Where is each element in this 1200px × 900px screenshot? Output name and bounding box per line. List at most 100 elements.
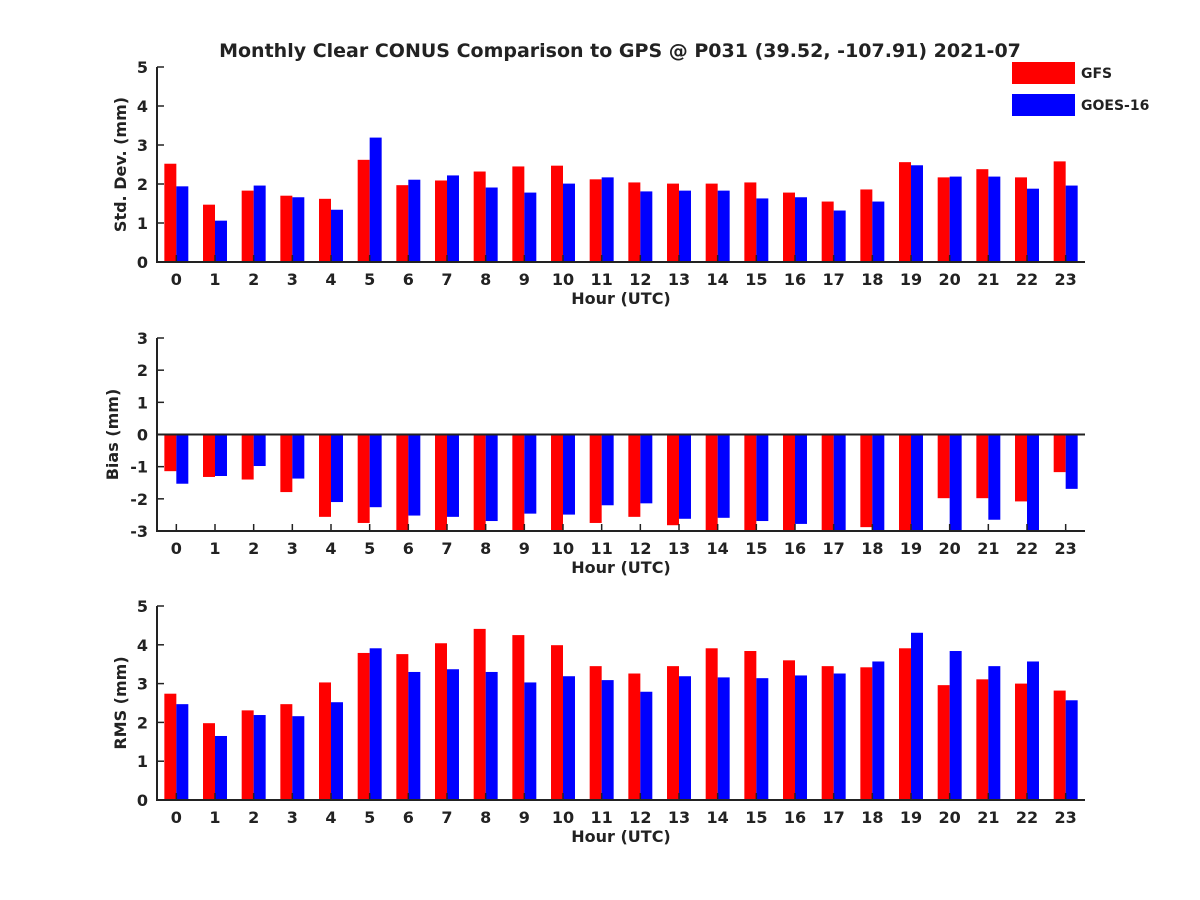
bar-gfs-hour-7 <box>435 434 447 531</box>
bar-goes-16-hour-15 <box>756 434 769 522</box>
bar-goes-16-hour-23 <box>1065 434 1078 489</box>
x-tick-label: 14 <box>707 270 729 289</box>
bar-goes-16-hour-14 <box>717 434 730 518</box>
y-tick-label: 4 <box>137 97 148 116</box>
x-tick-label: 22 <box>1016 539 1038 558</box>
y-tick-label: -1 <box>130 458 148 477</box>
bar-goes-16-hour-11 <box>601 177 614 262</box>
bar-gfs-hour-2 <box>241 190 254 262</box>
bar-gfs-hour-5 <box>357 652 370 800</box>
bar-gfs-hour-11 <box>589 434 602 523</box>
bar-gfs-hour-15 <box>744 651 757 800</box>
y-tick-label: 3 <box>137 136 148 155</box>
x-tick-label: 17 <box>823 270 845 289</box>
bar-gfs-hour-15 <box>744 434 757 531</box>
bar-gfs-hour-15 <box>744 182 757 262</box>
x-tick-label: 8 <box>480 808 491 827</box>
x-tick-label: 20 <box>939 270 961 289</box>
legend: GFS GOES-16 <box>1012 62 1149 116</box>
y-tick-label: 4 <box>137 636 148 655</box>
bar-goes-16-hour-14 <box>717 190 730 262</box>
bar-goes-16-hour-2 <box>253 715 266 800</box>
x-tick-label: 4 <box>325 539 336 558</box>
x-tick-label: 20 <box>939 808 961 827</box>
x-tick-label: 9 <box>519 270 530 289</box>
x-tick-label: 0 <box>171 270 182 289</box>
bar-gfs-hour-4 <box>319 434 331 517</box>
bar-goes-16-hour-9 <box>524 192 537 262</box>
bar-goes-16-hour-10 <box>563 183 575 262</box>
x-tick-label: 5 <box>364 539 375 558</box>
bar-goes-16-hour-1 <box>215 220 227 262</box>
y-axis-label: RMS (mm) <box>111 656 130 749</box>
x-tick-label: 15 <box>745 539 767 558</box>
y-tick-label: 5 <box>137 58 148 77</box>
x-tick-label: 17 <box>823 539 845 558</box>
bar-goes-16-hour-11 <box>601 680 614 800</box>
bar-goes-16-hour-5 <box>369 137 382 262</box>
x-tick-label: 4 <box>325 808 336 827</box>
bar-gfs-hour-17 <box>821 434 834 531</box>
bar-gfs-hour-3 <box>280 195 293 262</box>
x-tick-label: 11 <box>591 270 613 289</box>
bar-gfs-hour-11 <box>589 666 602 800</box>
bar-goes-16-hour-17 <box>833 673 846 800</box>
bar-goes-16-hour-5 <box>369 648 382 800</box>
x-tick-label: 9 <box>519 808 530 827</box>
bar-goes-16-hour-23 <box>1065 700 1078 800</box>
bar-gfs-hour-6 <box>396 654 409 800</box>
x-tick-label: 23 <box>1055 270 1077 289</box>
bar-gfs-hour-4 <box>319 198 331 262</box>
bar-gfs-hour-1 <box>203 204 215 262</box>
x-tick-label: 0 <box>171 539 182 558</box>
x-tick-label: 3 <box>287 270 298 289</box>
x-tick-label: 15 <box>745 270 767 289</box>
x-tick-label: 23 <box>1055 808 1077 827</box>
bar-gfs-hour-4 <box>319 682 331 800</box>
x-tick-label: 10 <box>552 270 574 289</box>
chart-title: Monthly Clear CONUS Comparison to GPS @ … <box>219 40 1021 62</box>
x-axis-label: Hour (UTC) <box>571 289 671 308</box>
bar-gfs-hour-21 <box>976 169 989 262</box>
bar-gfs-hour-8 <box>473 171 486 262</box>
x-tick-label: 11 <box>591 808 613 827</box>
x-tick-label: 19 <box>900 539 922 558</box>
x-tick-label: 14 <box>707 808 729 827</box>
x-tick-label: 6 <box>403 270 414 289</box>
bar-goes-16-hour-21 <box>988 666 1001 800</box>
bar-goes-16-hour-12 <box>640 434 653 504</box>
x-tick-label: 5 <box>364 808 375 827</box>
x-tick-label: 0 <box>171 808 182 827</box>
legend-swatch-goes-16 <box>1012 94 1075 116</box>
bar-goes-16-hour-12 <box>640 191 653 262</box>
bar-gfs-hour-19 <box>899 162 911 262</box>
bar-goes-16-hour-21 <box>988 176 1001 262</box>
bar-goes-16-hour-20 <box>949 176 962 262</box>
bar-goes-16-hour-4 <box>331 434 343 503</box>
bar-gfs-hour-21 <box>976 434 989 499</box>
bar-goes-16-hour-6 <box>408 179 421 262</box>
bar-goes-16-hour-6 <box>408 434 421 516</box>
x-tick-label: 12 <box>629 270 651 289</box>
bar-gfs-hour-1 <box>203 434 215 477</box>
bar-gfs-hour-9 <box>512 635 525 800</box>
x-tick-label: 7 <box>441 539 452 558</box>
bar-goes-16-hour-20 <box>949 651 962 800</box>
bar-goes-16-hour-3 <box>292 197 305 262</box>
bar-goes-16-hour-23 <box>1065 185 1078 262</box>
bar-gfs-hour-18 <box>860 667 873 800</box>
y-tick-label: -3 <box>130 522 148 541</box>
x-tick-label: 23 <box>1055 539 1077 558</box>
x-tick-label: 10 <box>552 808 574 827</box>
x-tick-label: 21 <box>977 270 999 289</box>
bar-gfs-hour-17 <box>821 666 834 800</box>
y-tick-label: 3 <box>137 675 148 694</box>
bar-gfs-hour-16 <box>783 192 795 262</box>
bar-goes-16-hour-7 <box>447 175 459 262</box>
bar-gfs-hour-13 <box>667 183 679 262</box>
bar-goes-16-hour-8 <box>485 434 498 522</box>
bar-goes-16-hour-18 <box>872 434 885 531</box>
x-tick-label: 10 <box>552 539 574 558</box>
